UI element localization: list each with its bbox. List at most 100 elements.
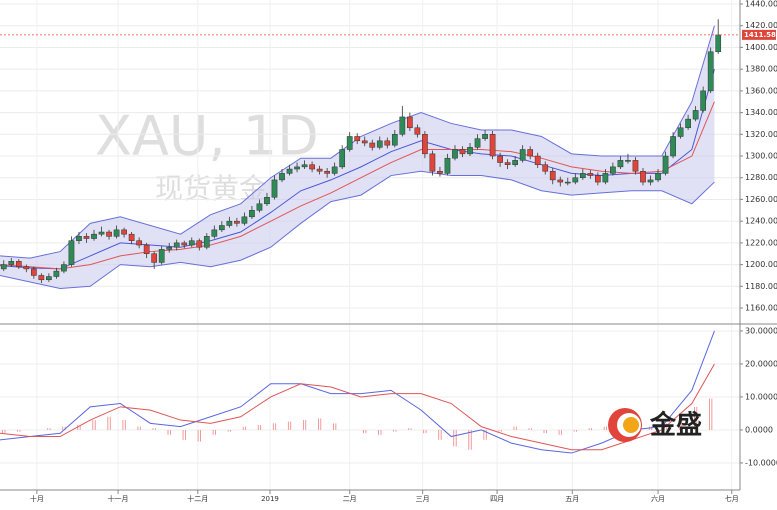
- candle-body: [249, 210, 255, 218]
- candle-body: [474, 138, 481, 148]
- logo-dot: [623, 417, 639, 433]
- candle-body: [467, 147, 473, 155]
- line-series: [0, 330, 715, 454]
- line-series: [0, 170, 715, 289]
- candle-body: [587, 173, 594, 176]
- candle-body: [437, 170, 443, 174]
- line-series: [0, 69, 715, 270]
- candle-body: [715, 34, 722, 53]
- last-price-label: 1411.58: [744, 31, 776, 39]
- logo-text: 金盛: [649, 410, 702, 441]
- candle-body: [459, 149, 466, 155]
- candle-body: [572, 177, 579, 183]
- candle-body: [279, 173, 285, 181]
- candle-body: [452, 149, 458, 159]
- y-tick-label: 1220.00: [745, 238, 777, 247]
- candle-body: [384, 140, 391, 146]
- candle-body: [685, 118, 691, 129]
- candle-body: [218, 225, 225, 231]
- candle-body: [399, 116, 406, 135]
- candle-body: [625, 160, 631, 162]
- candle-body: [173, 242, 180, 248]
- candle-body: [391, 134, 398, 146]
- y-tick-label: 20.0000: [745, 359, 777, 368]
- y-tick-label: 1420.00: [745, 21, 777, 30]
- candle-body: [0, 264, 7, 270]
- candle-body: [158, 249, 165, 263]
- candle-body: [512, 160, 518, 165]
- candle-body: [339, 149, 346, 168]
- y-tick-label: 1240.00: [745, 217, 777, 226]
- candle-body: [196, 240, 203, 248]
- candle-body: [15, 261, 22, 268]
- candle-body: [241, 216, 248, 224]
- candle-body: [91, 233, 97, 239]
- candle-body: [602, 173, 609, 183]
- x-tick-label: 十月: [30, 494, 44, 503]
- logo: 金盛: [608, 408, 702, 442]
- x-tick-label: 十二月: [187, 494, 208, 503]
- y-tick-label: 1280.00: [745, 173, 777, 182]
- candle-body: [136, 240, 142, 246]
- candle-body: [595, 175, 601, 183]
- candle-body: [113, 229, 120, 237]
- candle-body: [76, 236, 82, 241]
- y-tick-label: 30.0000: [745, 326, 777, 335]
- x-tick-label: 二月: [343, 495, 357, 503]
- candle-body: [106, 231, 112, 237]
- candle-body: [151, 253, 158, 263]
- candle-body: [143, 244, 150, 254]
- candle-body: [166, 246, 173, 250]
- candle-body: [38, 275, 45, 281]
- last-price-box: [742, 29, 776, 40]
- y-tick-label: 1180.00: [745, 282, 777, 291]
- candle-body: [61, 264, 67, 272]
- candle-body: [542, 164, 549, 172]
- candle-body: [429, 153, 436, 172]
- candle-body: [617, 160, 624, 168]
- candle-body: [549, 170, 556, 181]
- candle-body: [128, 233, 135, 241]
- candle-body: [534, 155, 541, 165]
- candle-body: [376, 140, 383, 148]
- y-tick-label: 1380.00: [745, 65, 777, 74]
- candle-body: [361, 140, 368, 144]
- candle-body: [655, 173, 661, 181]
- candle-body: [346, 136, 353, 150]
- candle-body: [527, 149, 534, 157]
- candle-body: [354, 136, 361, 142]
- candle-body: [8, 261, 15, 265]
- line-series: [0, 363, 715, 451]
- y-tick-label: 1400.00: [745, 43, 777, 52]
- candle-body: [181, 242, 188, 246]
- candle-body: [264, 197, 270, 205]
- candle-body: [286, 168, 293, 174]
- candle-body: [692, 110, 699, 120]
- candle-body: [422, 134, 428, 155]
- candle-body: [211, 229, 218, 237]
- candle-body: [519, 149, 526, 161]
- candle-body: [68, 240, 75, 265]
- candle-body: [640, 170, 646, 183]
- y-tick-label: -10.0000: [745, 458, 777, 467]
- candle-body: [83, 236, 90, 239]
- candle-body: [188, 240, 195, 246]
- x-tick-label: 六月: [651, 494, 665, 503]
- y-tick-label: 1320.00: [745, 130, 777, 139]
- x-tick-label: 三月: [416, 495, 430, 503]
- x-tick-label: 七月: [725, 494, 739, 503]
- band-area: [0, 25, 715, 289]
- candle-body: [504, 162, 511, 165]
- candle-body: [647, 179, 654, 183]
- candle-body: [53, 270, 60, 277]
- candle-body: [301, 164, 308, 168]
- candle-body: [489, 134, 496, 157]
- candle-body: [256, 203, 263, 211]
- candle-body: [316, 168, 323, 172]
- candle-body: [497, 155, 503, 163]
- candle-body: [482, 134, 488, 139]
- y-tick-label: 1160.00: [745, 304, 777, 313]
- candle-body: [557, 179, 564, 183]
- candle-body: [677, 127, 684, 137]
